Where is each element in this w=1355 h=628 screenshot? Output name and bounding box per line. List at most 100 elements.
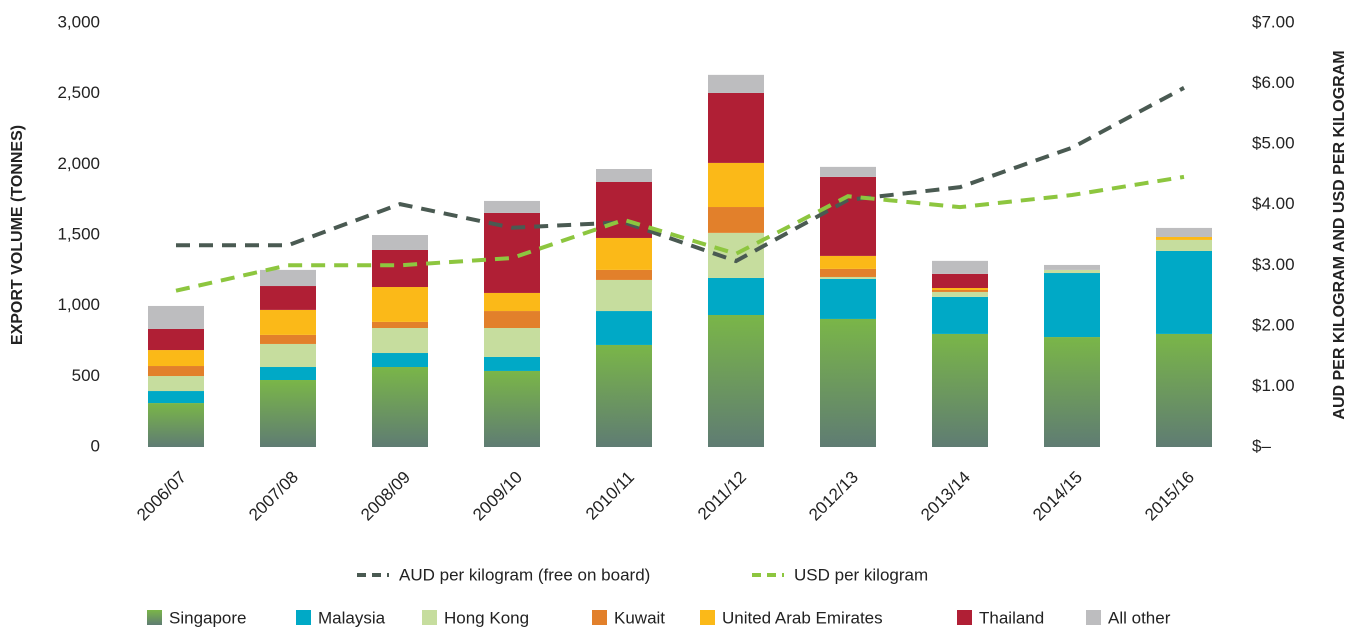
bar-segment <box>484 311 540 328</box>
y-tick-label: 2,000 <box>57 154 100 173</box>
bar-segment <box>484 356 540 371</box>
bar-segment <box>484 370 540 447</box>
bar-segment <box>820 255 876 269</box>
bar-segment <box>1044 273 1100 338</box>
bar-segment <box>148 403 204 447</box>
bar-segment <box>1156 333 1212 447</box>
bar-segment <box>372 321 428 328</box>
legend-swatch <box>422 610 437 625</box>
x-tick-label: 2006/07 <box>133 468 190 525</box>
bar-segment <box>596 168 652 182</box>
bar-segment <box>1044 337 1100 447</box>
y2-axis-title: AUD PER KILOGRAM AND USD PER KILOGRAM <box>1331 50 1348 419</box>
bar-segment <box>372 235 428 250</box>
line-series <box>175 174 1185 293</box>
y-tick-label: 2,500 <box>57 83 100 102</box>
legend-label: AUD per kilogram (free on board) <box>399 565 650 584</box>
bar-segment <box>932 289 988 292</box>
bar-segment <box>372 353 428 368</box>
y2-tick-label: $1.00 <box>1252 376 1295 395</box>
bar-segment <box>820 278 876 319</box>
legend-swatch <box>957 610 972 625</box>
bar-segment <box>372 249 428 288</box>
legend-label: Singapore <box>169 608 247 627</box>
bar-segment <box>596 311 652 345</box>
bar-segment <box>596 344 652 447</box>
bar-segment <box>484 292 540 312</box>
bar-segment <box>260 380 316 447</box>
bar-segment <box>372 287 428 322</box>
y2-tick-label: $6.00 <box>1252 73 1295 92</box>
bar-segment <box>820 176 876 256</box>
y-tick-label: 0 <box>91 436 100 455</box>
bar-segment <box>1044 264 1100 270</box>
y2-tick-label: $7.00 <box>1252 12 1295 31</box>
bar-segment <box>596 279 652 312</box>
bar-segment <box>708 207 764 233</box>
bar-segment <box>1156 239 1212 251</box>
bar-segment <box>708 277 764 315</box>
bar-segment <box>932 296 988 334</box>
bar-segment <box>1044 269 1100 274</box>
bar-segment <box>260 309 316 335</box>
legend-swatch <box>592 610 607 625</box>
y-axis-title: EXPORT VOLUME (TONNES) <box>9 125 26 345</box>
bar-segment <box>260 286 316 310</box>
bar-segment <box>484 327 540 357</box>
x-tick-label: 2013/14 <box>917 468 974 525</box>
bar-segment <box>596 269 652 280</box>
x-tick-label: 2010/11 <box>582 468 638 524</box>
line-series <box>176 86 1185 264</box>
legend-swatch <box>700 610 715 625</box>
bar-segment <box>708 74 764 93</box>
y-tick-label: 3,000 <box>57 12 100 31</box>
bar-segment <box>484 200 540 213</box>
bar-segment <box>372 367 428 447</box>
y2-tick-label: $– <box>1252 436 1271 455</box>
bar-segment <box>372 327 428 354</box>
bar-segment <box>932 288 988 290</box>
y2-tick-label: $2.00 <box>1252 315 1295 334</box>
bar-segment <box>596 182 652 238</box>
y2-tick-label: $4.00 <box>1252 194 1295 213</box>
y2-tick-label: $3.00 <box>1252 255 1295 274</box>
bar-segment <box>148 350 204 367</box>
bar-segment <box>148 391 204 404</box>
bar-segment <box>148 366 204 377</box>
y-tick-label: 1,000 <box>57 295 100 314</box>
legend-label: All other <box>1108 608 1171 627</box>
y2-tick-label: $5.00 <box>1252 134 1295 153</box>
bar-segment <box>1156 227 1212 237</box>
bar-segment <box>708 92 764 163</box>
legend-label: United Arab Emirates <box>722 608 883 627</box>
bar-segment <box>148 328 204 351</box>
x-tick-label: 2014/15 <box>1029 468 1086 525</box>
legend-swatch <box>1086 610 1101 625</box>
bar-segment <box>708 162 764 208</box>
legend-swatch <box>147 610 162 625</box>
bar-segment <box>932 260 988 274</box>
bar-segment <box>820 276 876 279</box>
bar-segment <box>260 367 316 381</box>
bar-segment <box>820 166 876 177</box>
bar-segment <box>148 305 204 329</box>
bar-segment <box>1156 250 1212 334</box>
bar-segment <box>148 376 204 392</box>
legend-label: Hong Kong <box>444 608 529 627</box>
x-tick-label: 2012/13 <box>805 468 862 525</box>
x-tick-label: 2015/16 <box>1141 468 1198 525</box>
x-tick-label: 2007/08 <box>245 468 302 525</box>
bar-segment <box>260 334 316 344</box>
legend-label: Kuwait <box>614 608 665 627</box>
legend-label: Malaysia <box>318 608 386 627</box>
bar-segment <box>932 333 988 447</box>
bar-segment <box>820 318 876 447</box>
y-tick-label: 500 <box>72 366 100 385</box>
x-tick-label: 2009/10 <box>469 468 526 525</box>
bar-segment <box>260 269 316 287</box>
bar-segment <box>1156 236 1212 240</box>
legend-swatch <box>296 610 311 625</box>
bar-segment <box>596 237 652 270</box>
x-tick-label: 2011/12 <box>694 468 750 524</box>
bar-segment <box>820 268 876 277</box>
